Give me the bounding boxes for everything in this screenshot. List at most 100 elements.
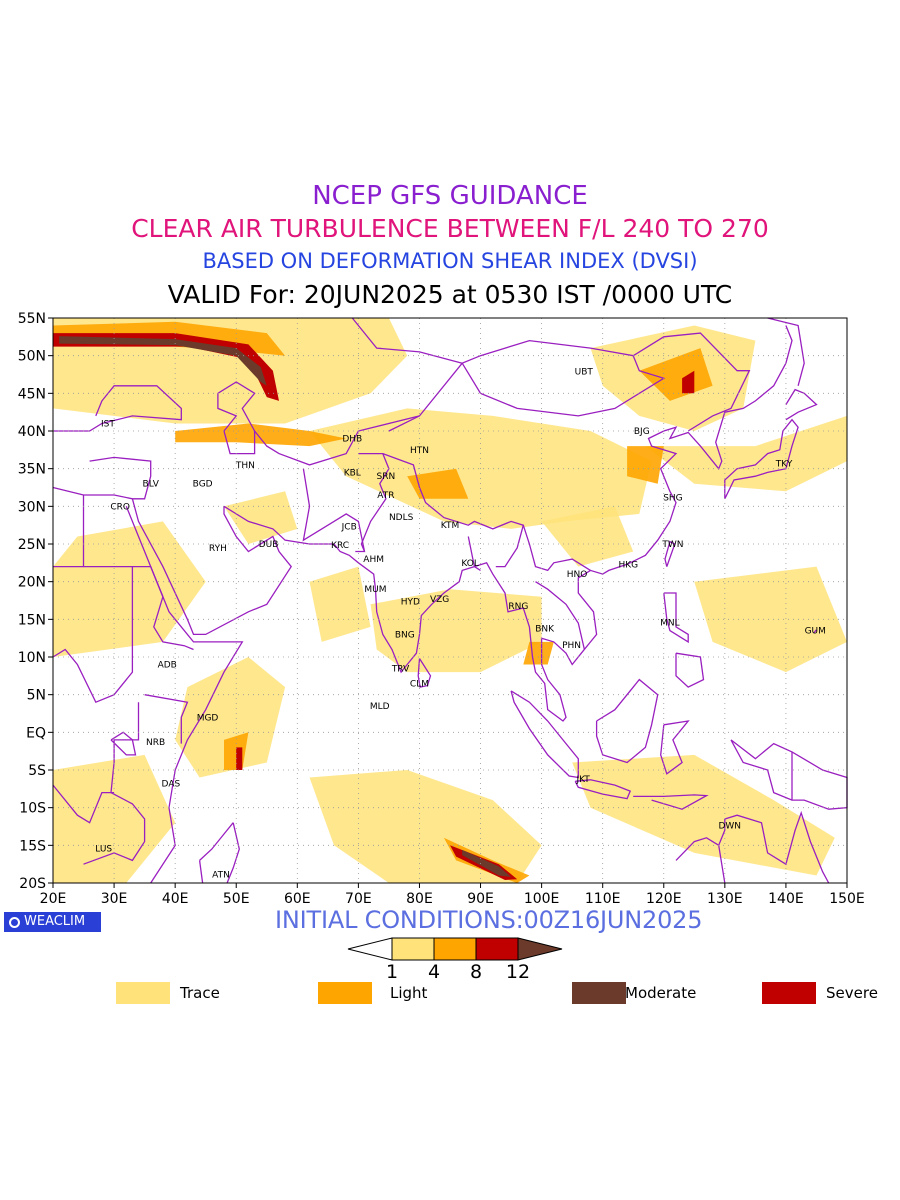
legend-swatch-light	[318, 982, 372, 1004]
lat-tick-label: 10N	[18, 650, 46, 666]
lat-tick-label: 30N	[18, 499, 46, 515]
trace-area	[175, 657, 286, 778]
legend-label-trace: Trace	[180, 984, 220, 1002]
station-rng: RNG	[508, 602, 528, 612]
station-ubt: UBT	[575, 367, 594, 377]
legend-swatch-trace	[116, 982, 170, 1004]
lon-tick-label: 150E	[829, 891, 865, 907]
map-frame	[52, 317, 848, 884]
light-area	[627, 446, 664, 484]
station-adb: ADB	[158, 661, 177, 671]
station-htn: HTN	[410, 446, 429, 456]
lat-tick-label: 20S	[19, 876, 46, 892]
station-mld: MLD	[370, 702, 390, 712]
lon-tick-label: 110E	[585, 891, 621, 907]
boundary-line	[663, 592, 689, 644]
boundary-line	[131, 498, 293, 636]
station-ndls: NDLS	[389, 513, 414, 523]
station-atr: ATR	[377, 491, 394, 501]
lat-tick-label: 20N	[18, 575, 46, 591]
colorbar-segment-below	[347, 937, 393, 961]
station-jcb: JCB	[341, 523, 357, 533]
boundary-line	[724, 418, 799, 500]
lon-tick-label: 40E	[162, 891, 189, 907]
severe-area	[682, 370, 695, 394]
station-srn: SRN	[377, 472, 396, 482]
boundary-line	[52, 566, 134, 704]
boundary-line	[144, 694, 189, 744]
station-das: DAS	[162, 780, 181, 790]
station-kbl: KBL	[344, 468, 361, 478]
lat-tick-label: 5S	[28, 763, 46, 779]
trace-area	[541, 506, 634, 567]
lat-tick-label: 55N	[18, 311, 46, 327]
lon-tick-label: 50E	[223, 891, 250, 907]
trace-area	[309, 566, 371, 642]
station-gum: GUM	[805, 627, 826, 637]
boundary-line	[675, 652, 705, 688]
boundary-line	[664, 540, 676, 567]
trace-area	[224, 491, 298, 544]
station-bnk: BNK	[535, 624, 555, 634]
boundary-line	[52, 456, 152, 500]
lat-lon-grid	[53, 318, 847, 883]
station-bng: BNG	[395, 630, 415, 640]
boundary-line	[730, 739, 848, 810]
boundary-line	[724, 810, 830, 884]
lon-tick-label: 30E	[101, 891, 128, 907]
legend-swatch-severe	[762, 982, 816, 1004]
lat-tick-label: 15S	[19, 838, 46, 854]
boundary-line	[382, 452, 525, 568]
boundary-line	[302, 468, 366, 553]
boundary-line	[83, 702, 146, 865]
boundary-line	[53, 495, 85, 568]
boundary-line	[83, 565, 194, 651]
severe-area	[236, 747, 243, 770]
boundary-line	[110, 731, 137, 756]
station-labels: IST BLV CRO BGD THN RYH DUB DHB KBL SRN HTN ATR JCB N…	[95, 367, 826, 880]
logo-text: WEACLIM	[24, 914, 86, 929]
boundary-line	[633, 794, 709, 810]
turbulence-shading	[53, 318, 847, 883]
colorbar-segment-2	[433, 937, 477, 961]
station-clm: CLM	[410, 679, 429, 689]
station-ktm: KTM	[441, 521, 459, 531]
boundary-line	[217, 381, 256, 455]
legend-label-moderate: Moderate	[625, 984, 697, 1002]
station-kol: KOL	[461, 559, 479, 569]
lat-tick-label: 10S	[19, 801, 46, 817]
moderate-area	[462, 849, 512, 877]
station-shg: SHG	[663, 493, 682, 503]
station-mnl: MNL	[660, 618, 680, 628]
lat-tick-label: 5N	[27, 688, 46, 704]
station-bgd: BGD	[193, 480, 213, 490]
colorbar-segment-3	[475, 937, 519, 961]
boundary-line	[467, 536, 481, 571]
map-index-description: BASED ON DEFORMATION SHEAR INDEX (DVSI)	[202, 249, 698, 273]
lat-tick-label: 50N	[18, 349, 46, 365]
trace-area	[694, 566, 847, 673]
station-ahm: AHM	[363, 555, 384, 565]
lon-tick-label: 70E	[345, 891, 372, 907]
station-tky: TKY	[775, 459, 793, 469]
legend-label-light: Light	[390, 984, 428, 1002]
station-phn: PHN	[562, 641, 581, 651]
light-area	[407, 468, 469, 499]
station-twn: TWN	[661, 540, 683, 550]
lat-tick-label: 15N	[18, 612, 46, 628]
station-nrb: NRB	[146, 738, 165, 748]
trace-area	[309, 770, 542, 883]
boundary-line	[388, 332, 751, 432]
boundary-line	[522, 524, 591, 572]
station-krc: KRC	[331, 541, 349, 551]
trace-area	[53, 521, 206, 657]
station-mum: MUM	[364, 585, 386, 595]
colorbar-label-8: 8	[469, 961, 483, 983]
boundary-line	[595, 678, 659, 764]
lat-tick-label: 35N	[18, 462, 46, 478]
station-blv: BLV	[143, 480, 160, 490]
colorbar-label-12: 12	[505, 961, 531, 983]
boundary-line	[813, 629, 817, 634]
lat-tick-label: 45N	[18, 386, 46, 402]
